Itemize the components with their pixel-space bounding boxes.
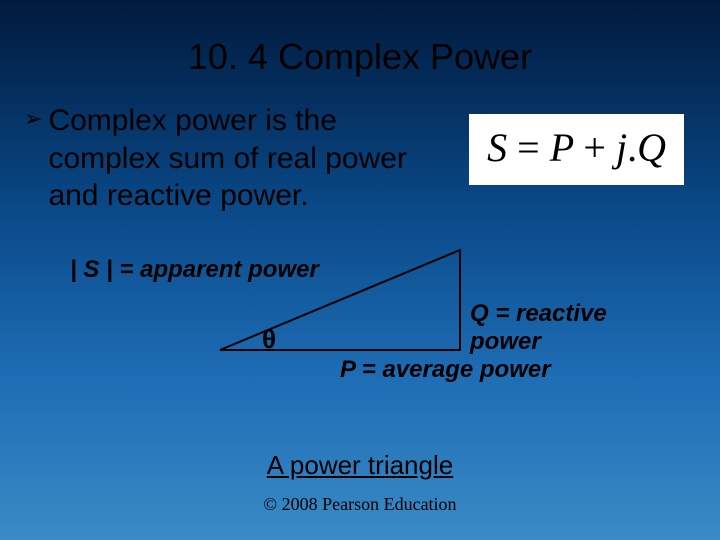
diagram-caption: A power triangle xyxy=(0,450,720,481)
p-label: P = average power xyxy=(340,356,551,384)
equation-equals: = xyxy=(517,125,540,170)
equation-P: P xyxy=(550,125,574,170)
copyright-text: © 2008 Pearson Education xyxy=(0,494,720,515)
theta-label: θ xyxy=(262,324,276,355)
equation-Q: Q xyxy=(637,125,666,170)
power-triangle-diagram: | S | = apparent power θ Q = reactive po… xyxy=(70,250,670,430)
equation-S: S xyxy=(487,125,507,170)
bullet-text: Complex power is the complex sum of real… xyxy=(48,102,408,215)
equation-box: S = P + j.Q xyxy=(469,114,684,185)
equation-plus: + xyxy=(583,125,606,170)
triangle-icon xyxy=(200,230,480,370)
q-label: Q = reactive power xyxy=(470,300,670,356)
equation-j: j xyxy=(616,125,627,170)
bullet-marker: ➢ xyxy=(24,106,42,132)
slide-title: 10. 4 Complex Power xyxy=(0,0,720,78)
triangle-shape xyxy=(220,250,460,350)
equation-dot: . xyxy=(627,125,637,170)
